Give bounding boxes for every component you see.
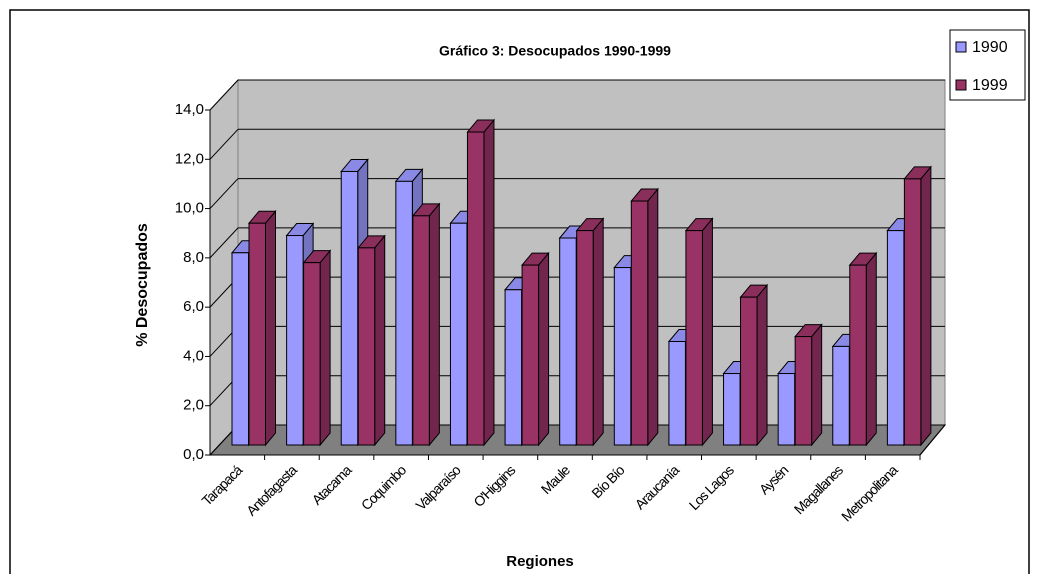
y-tick-label: 0,0 [183, 446, 204, 463]
bar-side [483, 118, 495, 447]
legend-swatch [955, 41, 967, 53]
bar [668, 341, 686, 446]
grid-line [209, 178, 239, 209]
bar [886, 230, 905, 446]
bar [521, 264, 540, 446]
bar-side [428, 202, 440, 447]
y-tick-label: 12,0 [175, 150, 204, 167]
bar [231, 252, 249, 446]
bar-side [920, 165, 932, 447]
y-tick-label: 14,0 [175, 101, 204, 118]
bar-side [865, 251, 877, 447]
grid-line [209, 128, 239, 160]
y-tick-label: 6,0 [183, 298, 204, 315]
legend-swatch [955, 79, 967, 91]
grid-line [209, 79, 239, 111]
y-tick-label: 2,0 [183, 397, 204, 414]
bar [357, 247, 376, 446]
bar [248, 222, 266, 446]
chart-title: Gráfico 3: Desocupados 1990-1999 [439, 43, 671, 59]
bar [723, 373, 741, 446]
bar [303, 262, 321, 446]
bar-side [701, 217, 713, 447]
bar [777, 373, 796, 446]
bar-side [592, 217, 604, 447]
bar [630, 200, 649, 446]
y-tick-label: 10,0 [175, 200, 204, 217]
bar [849, 264, 867, 446]
bar [466, 131, 485, 446]
bar-side [647, 187, 659, 447]
x-axis-title: Regiones [506, 553, 574, 570]
legend-label: 1999 [972, 77, 1008, 94]
y-tick-label: 4,0 [183, 347, 204, 364]
bar [613, 267, 632, 446]
x-axis [919, 424, 946, 456]
bar [504, 289, 523, 446]
bar [685, 230, 703, 446]
bar [449, 222, 468, 446]
bar [832, 345, 850, 446]
bar [286, 235, 304, 446]
bar [559, 237, 577, 446]
bar [395, 180, 413, 446]
bar [340, 170, 359, 446]
bar [576, 230, 594, 446]
y-axis-title: % Desocupados [134, 223, 151, 347]
bar-side [538, 251, 550, 447]
legend-label: 1990 [972, 39, 1008, 56]
bar-side [319, 249, 331, 447]
bar-side [811, 323, 823, 447]
grid-line [209, 227, 239, 259]
y-tick-label: 8,0 [183, 249, 204, 266]
bar-side [265, 209, 276, 447]
bar-side [756, 283, 768, 447]
bar [794, 336, 813, 446]
bar-side [374, 234, 386, 447]
bar [740, 296, 758, 446]
bar [903, 178, 922, 446]
bar [412, 215, 430, 446]
